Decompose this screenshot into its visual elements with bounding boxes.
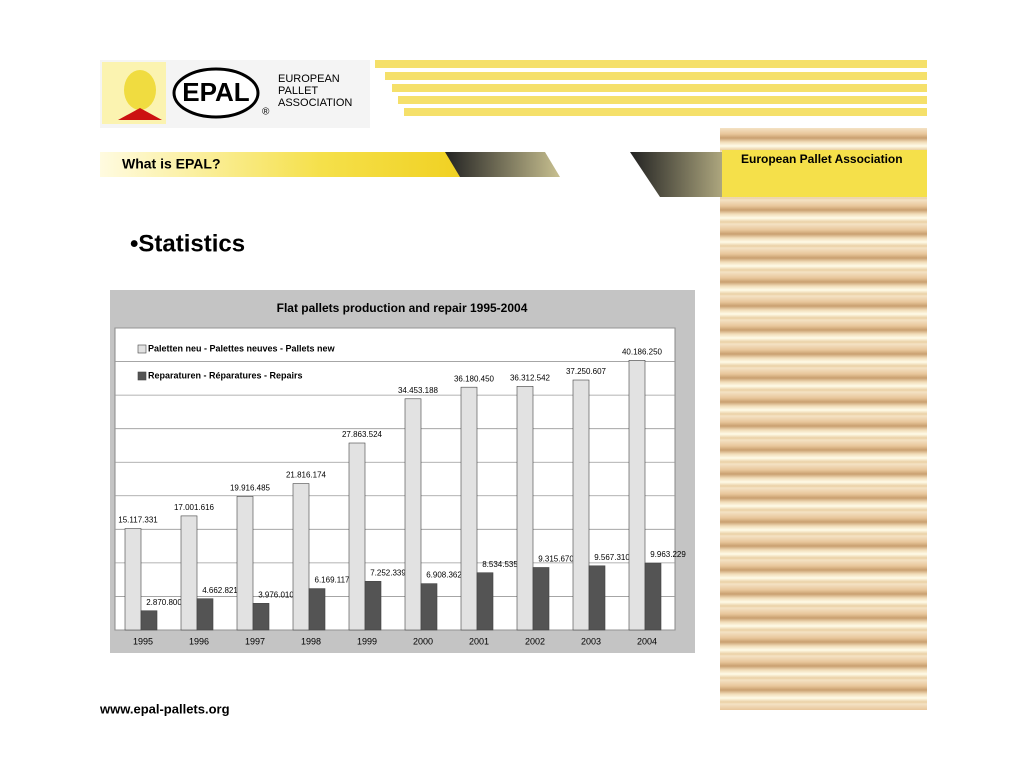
heading: •Statistics [130, 230, 245, 257]
x-tick-label: 1998 [301, 636, 321, 646]
data-label: 34.453.188 [398, 386, 439, 395]
bar [348, 442, 366, 631]
bar [572, 379, 590, 631]
chart: 1995 15.117.331 2.870.800 1996 17.001.616 4.6… [115, 327, 686, 646]
data-label: 15.117.331 [118, 516, 158, 525]
legend-label: Paletten neu - Palettes neuves - Pallets… [148, 343, 336, 353]
bar [252, 603, 270, 631]
right-title-bar [722, 150, 927, 197]
bar [140, 610, 158, 631]
footer-url: www.epal-pallets.org [99, 701, 230, 716]
data-label: 9.567.310 [594, 553, 630, 562]
data-label: 8.534.535 [482, 560, 518, 569]
x-tick-label: 2003 [581, 636, 601, 646]
data-label: 4.662.821 [202, 586, 238, 595]
bar [308, 588, 326, 631]
legend-swatch [137, 344, 147, 354]
data-label: 36.180.450 [454, 374, 495, 383]
data-label: 2.870.800 [146, 598, 182, 607]
bar [196, 598, 214, 631]
data-label: 3.976.010 [258, 590, 294, 599]
section-title: What is EPAL? [122, 156, 221, 172]
bar [516, 386, 534, 631]
logo-figure [102, 62, 166, 124]
data-label: 7.252.339 [370, 568, 406, 577]
bar [644, 562, 662, 631]
registered-mark: ® [262, 107, 270, 118]
legend-swatch [137, 371, 147, 381]
data-label: 9.315.670 [538, 555, 574, 564]
bar [364, 581, 382, 631]
data-label: 37.250.607 [566, 367, 607, 376]
x-tick-label: 2002 [525, 636, 545, 646]
right-dark-bar [630, 152, 740, 197]
pallet-decoration [720, 128, 927, 710]
data-label: 17.001.616 [174, 503, 215, 512]
header-stripes [375, 60, 927, 116]
org-name: EUROPEAN [278, 73, 340, 85]
data-label: 19.916.485 [230, 483, 271, 492]
bar [628, 360, 646, 631]
x-tick-label: 1995 [133, 636, 153, 646]
data-label: 6.169.117 [315, 576, 351, 585]
x-tick-label: 2000 [413, 636, 433, 646]
bar [460, 386, 478, 631]
org-name: ASSOCIATION [278, 97, 352, 109]
x-tick-label: 2004 [637, 636, 657, 646]
legend-label: Reparaturen - Réparatures - Repairs [148, 370, 303, 380]
bar [292, 483, 310, 631]
section-bar-dark [445, 152, 560, 177]
bar [476, 572, 494, 631]
bar [180, 515, 198, 631]
x-tick-label: 2001 [469, 636, 489, 646]
data-label: 36.312.542 [510, 373, 551, 382]
bar [588, 565, 606, 631]
x-tick-label: 1999 [357, 636, 377, 646]
org-name: PALLET [278, 85, 318, 97]
bar [124, 528, 142, 631]
data-label: 40.186.250 [622, 347, 663, 356]
data-label: 21.816.174 [286, 471, 327, 480]
data-label: 6.908.362 [426, 571, 462, 580]
bar [420, 583, 438, 631]
logo-text: EPAL [182, 77, 250, 107]
data-label: 9.963.229 [650, 550, 686, 559]
bar [236, 496, 254, 631]
section-bar [100, 152, 470, 177]
x-tick-label: 1996 [189, 636, 209, 646]
bar [404, 398, 422, 631]
logo-ellipse [172, 67, 260, 119]
data-label: 27.863.524 [342, 430, 383, 439]
right-title: European Pallet Association [741, 152, 903, 166]
chart-title: Flat pallets production and repair 1995-… [277, 301, 528, 315]
x-tick-label: 1997 [245, 636, 265, 646]
bar [532, 567, 550, 631]
